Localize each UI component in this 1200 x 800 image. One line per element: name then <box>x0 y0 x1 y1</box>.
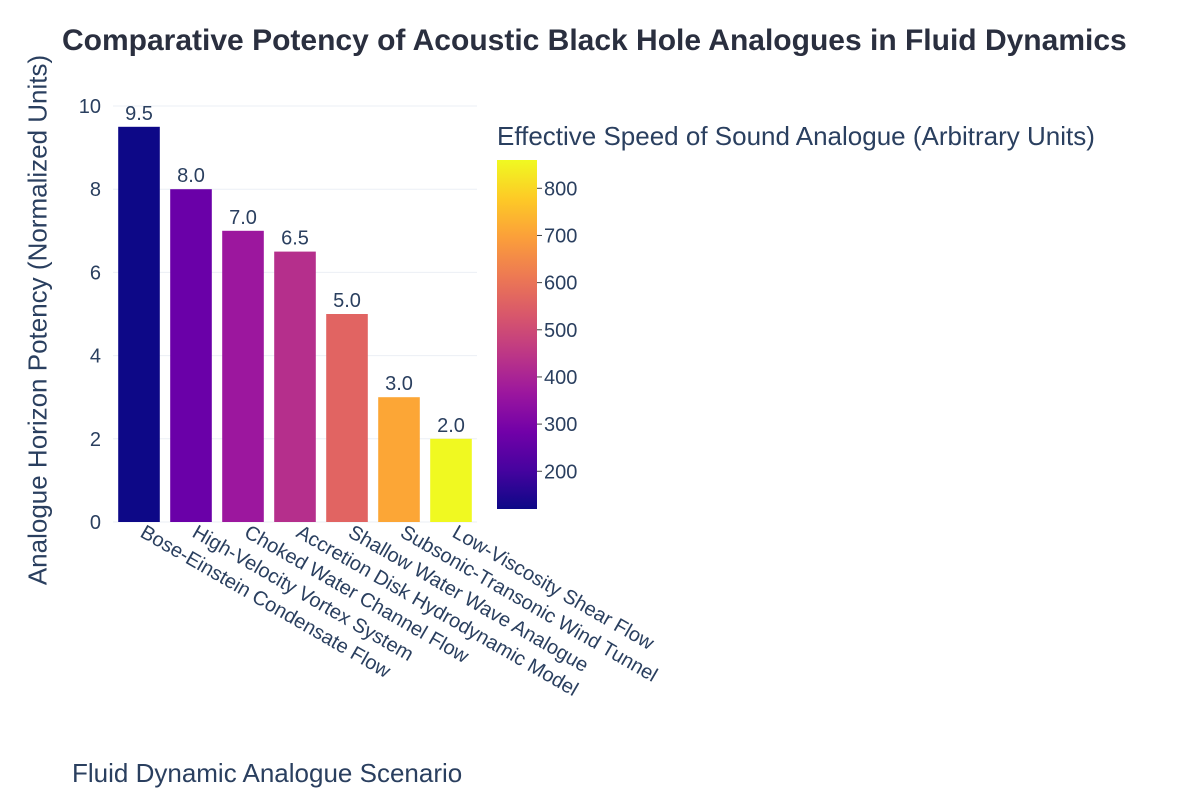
bar[interactable] <box>170 189 212 522</box>
bar[interactable] <box>378 397 420 522</box>
colorbar-tick-label: 500 <box>544 320 577 342</box>
y-tick-label: 2 <box>90 429 101 451</box>
bar[interactable] <box>118 126 160 523</box>
x-axis-label: Fluid Dynamic Analogue Scenario <box>72 758 463 788</box>
colorbar-title: Effective Speed of Sound Analogue (Arbit… <box>497 121 1095 151</box>
bar[interactable] <box>430 438 472 522</box>
data-label: 2.0 <box>437 415 465 437</box>
y-tick-label: 4 <box>90 346 101 368</box>
bar[interactable] <box>222 230 264 523</box>
data-label: 8.0 <box>177 165 205 187</box>
colorbar-tick-label: 400 <box>544 367 577 389</box>
data-label: 5.0 <box>333 290 361 312</box>
chart-title: Comparative Potency of Acoustic Black Ho… <box>62 24 1127 57</box>
colorbar-tick-label: 300 <box>544 414 577 436</box>
y-tick-label: 8 <box>90 179 101 201</box>
data-label: 9.5 <box>125 103 153 125</box>
data-label: 3.0 <box>385 373 413 395</box>
colorbar-tick-label: 700 <box>544 225 577 247</box>
y-tick-label: 0 <box>90 512 101 534</box>
colorbar-tick-label: 800 <box>544 178 577 200</box>
y-tick-label: 6 <box>90 262 101 284</box>
y-tick-label: 10 <box>79 96 101 118</box>
data-label: 7.0 <box>229 207 257 229</box>
colorbar-tick-label: 600 <box>544 273 577 295</box>
colorbar <box>497 160 537 509</box>
data-label: 6.5 <box>281 228 309 250</box>
bar[interactable] <box>326 314 368 522</box>
bar[interactable] <box>274 251 316 522</box>
colorbar-tick-label: 200 <box>544 461 577 483</box>
